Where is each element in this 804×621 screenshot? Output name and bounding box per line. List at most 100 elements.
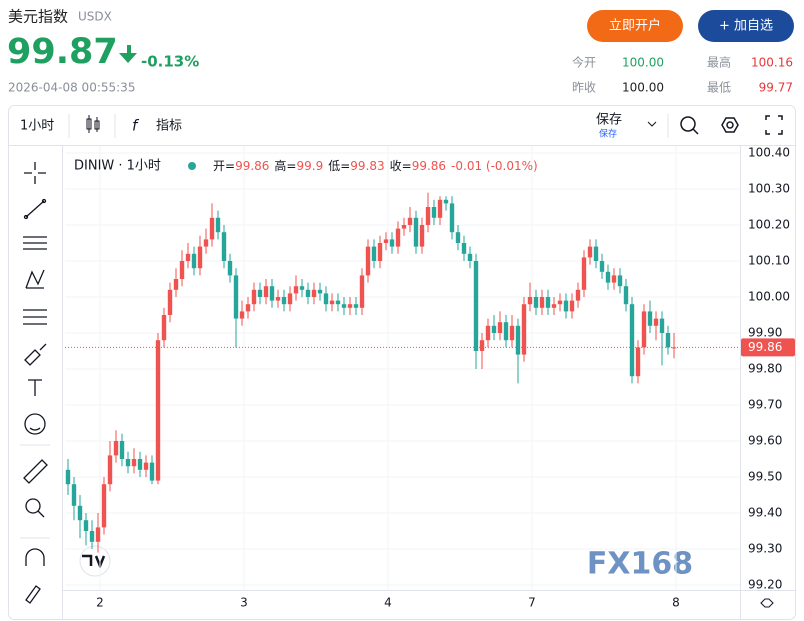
candle-body: [509, 325, 515, 341]
candle-body: [215, 217, 221, 233]
candle-body: [149, 462, 155, 481]
y-tick-label: 100.20: [748, 218, 790, 232]
add-watch-button[interactable]: [698, 10, 794, 42]
candle-body: [563, 300, 569, 312]
candle-body: [515, 325, 521, 355]
candle-body: [275, 297, 281, 301]
y-tick-label: 99.90: [748, 326, 782, 340]
candle-body: [281, 297, 287, 305]
x-tick-label: 8: [672, 596, 680, 610]
last-price-box: [741, 338, 795, 357]
stat-label: 最低: [707, 81, 731, 95]
candle-body: [641, 311, 647, 348]
candle-body: [449, 203, 455, 233]
candle-body: [269, 286, 275, 301]
status-dot: [188, 162, 196, 170]
candle-body: [89, 531, 95, 542]
candle-body: [239, 311, 245, 319]
candle-body: [557, 300, 563, 305]
candle-body: [137, 459, 143, 470]
candle-body: [425, 207, 431, 225]
settings-icon[interactable]: [760, 598, 774, 608]
candle-body: [101, 484, 107, 528]
candle-body: [587, 246, 593, 258]
candle-type-button[interactable]: [86, 115, 100, 133]
legend-value: 99.9: [296, 159, 323, 173]
candle-body: [227, 261, 233, 276]
candle-body: [119, 441, 125, 459]
candle-body: [113, 441, 119, 456]
candle-body: [173, 279, 179, 290]
candle-body: [107, 455, 113, 485]
candle-body: [365, 246, 371, 276]
candle-body: [317, 289, 323, 294]
y-tick-label: 100.00: [748, 290, 790, 304]
candle-body: [347, 304, 353, 308]
candle-body: [161, 315, 167, 341]
candle-body: [257, 289, 263, 297]
candle-body: [605, 271, 611, 283]
y-tick-label: 100.40: [748, 146, 790, 160]
candle-body: [461, 243, 467, 254]
stat-value: 100.00: [622, 81, 664, 95]
candle-body: [419, 225, 425, 247]
legend-title: DINIW · 1小时: [74, 159, 161, 174]
y-tick-label: 100.10: [748, 254, 790, 268]
candle-body: [629, 304, 635, 377]
chart-panel: [8, 105, 796, 620]
candle-body: [635, 347, 641, 377]
candle-body: [503, 322, 509, 341]
candle-body: [71, 484, 77, 506]
candle-body: [407, 217, 413, 225]
candle-body: [371, 246, 377, 261]
save-button[interactable]: 保存: [596, 113, 622, 128]
candle-body: [413, 217, 419, 247]
chevron[interactable]: [647, 121, 657, 127]
change: -0.13%: [141, 53, 199, 71]
stat-value: 99.77: [759, 81, 793, 95]
candle-body: [311, 289, 317, 297]
candle-body: [401, 225, 407, 229]
candle-body: [623, 286, 629, 305]
candle-body: [299, 286, 305, 290]
candle-body: [569, 300, 575, 312]
candle-body: [209, 217, 215, 240]
legend-label: 高=: [274, 158, 296, 173]
candle-body: [155, 340, 161, 481]
open-account-button[interactable]: [587, 10, 683, 42]
symbol: USDX: [78, 10, 112, 24]
candle-body: [341, 304, 347, 308]
add-watch-label[interactable]: + 加自选: [719, 19, 773, 34]
indicators-button[interactable]: 指标: [156, 119, 182, 134]
candle-body: [491, 325, 497, 333]
candle-body: [383, 239, 389, 243]
down-arrow: [119, 45, 137, 63]
tv-logo: [79, 545, 111, 577]
toolbar-icons[interactable]: [680, 115, 783, 135]
open-account-label[interactable]: 立即开户: [609, 18, 661, 34]
candle-body: [245, 304, 251, 312]
candle-body: [497, 322, 503, 333]
candle-body: [443, 199, 449, 204]
interval-button[interactable]: 1小时: [20, 119, 54, 134]
price: 99.87: [7, 32, 118, 72]
legend-value: 99.86: [235, 159, 269, 173]
title: 美元指数: [8, 8, 68, 26]
fx-icon[interactable]: f: [132, 117, 140, 135]
candle-body: [479, 340, 485, 351]
candle-body: [431, 207, 437, 218]
candle-body: [305, 289, 311, 297]
drawing-tools[interactable]: [23, 162, 48, 604]
candle-body: [581, 257, 587, 290]
y-tick-label: 99.30: [748, 542, 782, 556]
candle-body: [659, 318, 665, 333]
legend-value: 99.86: [412, 159, 446, 173]
candle-body: [179, 261, 185, 279]
candle-body: [293, 286, 299, 294]
candle-body: [335, 300, 341, 305]
legend-values: 开=99.86 高=99.9 低=99.83 收=99.86 -0.01 (-0.01%…: [213, 158, 538, 173]
candle-body: [191, 253, 197, 269]
y-tick-label: 100.30: [748, 182, 790, 196]
